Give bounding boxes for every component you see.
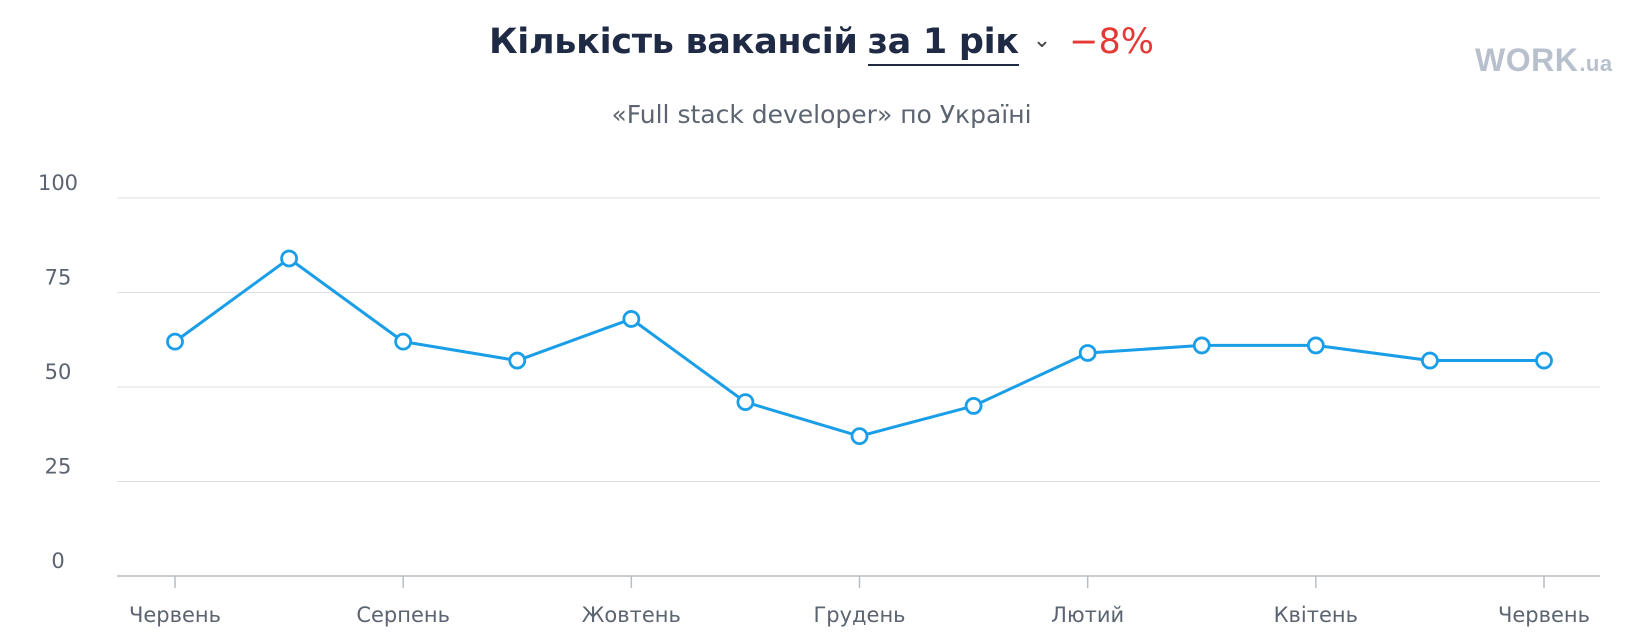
data-point: [1421, 351, 1439, 370]
change-percent: −8%: [1069, 22, 1155, 62]
data-point: [622, 310, 641, 328]
work-ua-logo[interactable]: WORK.ua: [1475, 42, 1613, 79]
y-tick-label: 0: [51, 549, 64, 573]
logo-main: WORK: [1475, 42, 1579, 78]
chart-header: Кількість вакансій за 1 рік ⌄ −8%: [0, 22, 1643, 66]
x-tick-label: Лютий: [1051, 603, 1124, 627]
y-tick-label: 50: [45, 360, 72, 384]
series-line: [174, 256, 1544, 438]
y-tick-label: 25: [45, 455, 72, 479]
data-point: [850, 427, 869, 446]
data-point: [1078, 344, 1097, 362]
period-label[interactable]: за 1 рік: [867, 22, 1019, 66]
x-tick-label: Серпень: [356, 603, 450, 627]
data-point: [1535, 351, 1553, 370]
period-dropdown[interactable]: за 1 рік ⌄: [867, 22, 1052, 66]
data-point: [1306, 336, 1325, 355]
data-point: [964, 396, 983, 415]
x-tick-label: Червень: [1498, 603, 1590, 627]
x-tick-label: Червень: [129, 603, 221, 627]
chart-subtitle: «Full stack developer» по Україні: [611, 100, 1032, 129]
y-tick-label: 100: [38, 171, 78, 195]
data-point: [1192, 336, 1211, 355]
data-point: [736, 393, 755, 412]
x-tick-label: Жовтень: [582, 603, 681, 627]
x-tick-label: Квітень: [1274, 603, 1358, 627]
chart-title: Кількість вакансій: [488, 22, 858, 62]
y-tick-label: 75: [45, 266, 72, 290]
data-point: [280, 249, 298, 268]
data-point: [166, 332, 184, 351]
data-point: [508, 351, 527, 370]
chevron-down-icon[interactable]: ⌄: [1032, 28, 1052, 53]
data-point: [394, 332, 413, 351]
logo-suffix: .ua: [1579, 51, 1613, 76]
x-tick-label: Грудень: [813, 603, 905, 627]
